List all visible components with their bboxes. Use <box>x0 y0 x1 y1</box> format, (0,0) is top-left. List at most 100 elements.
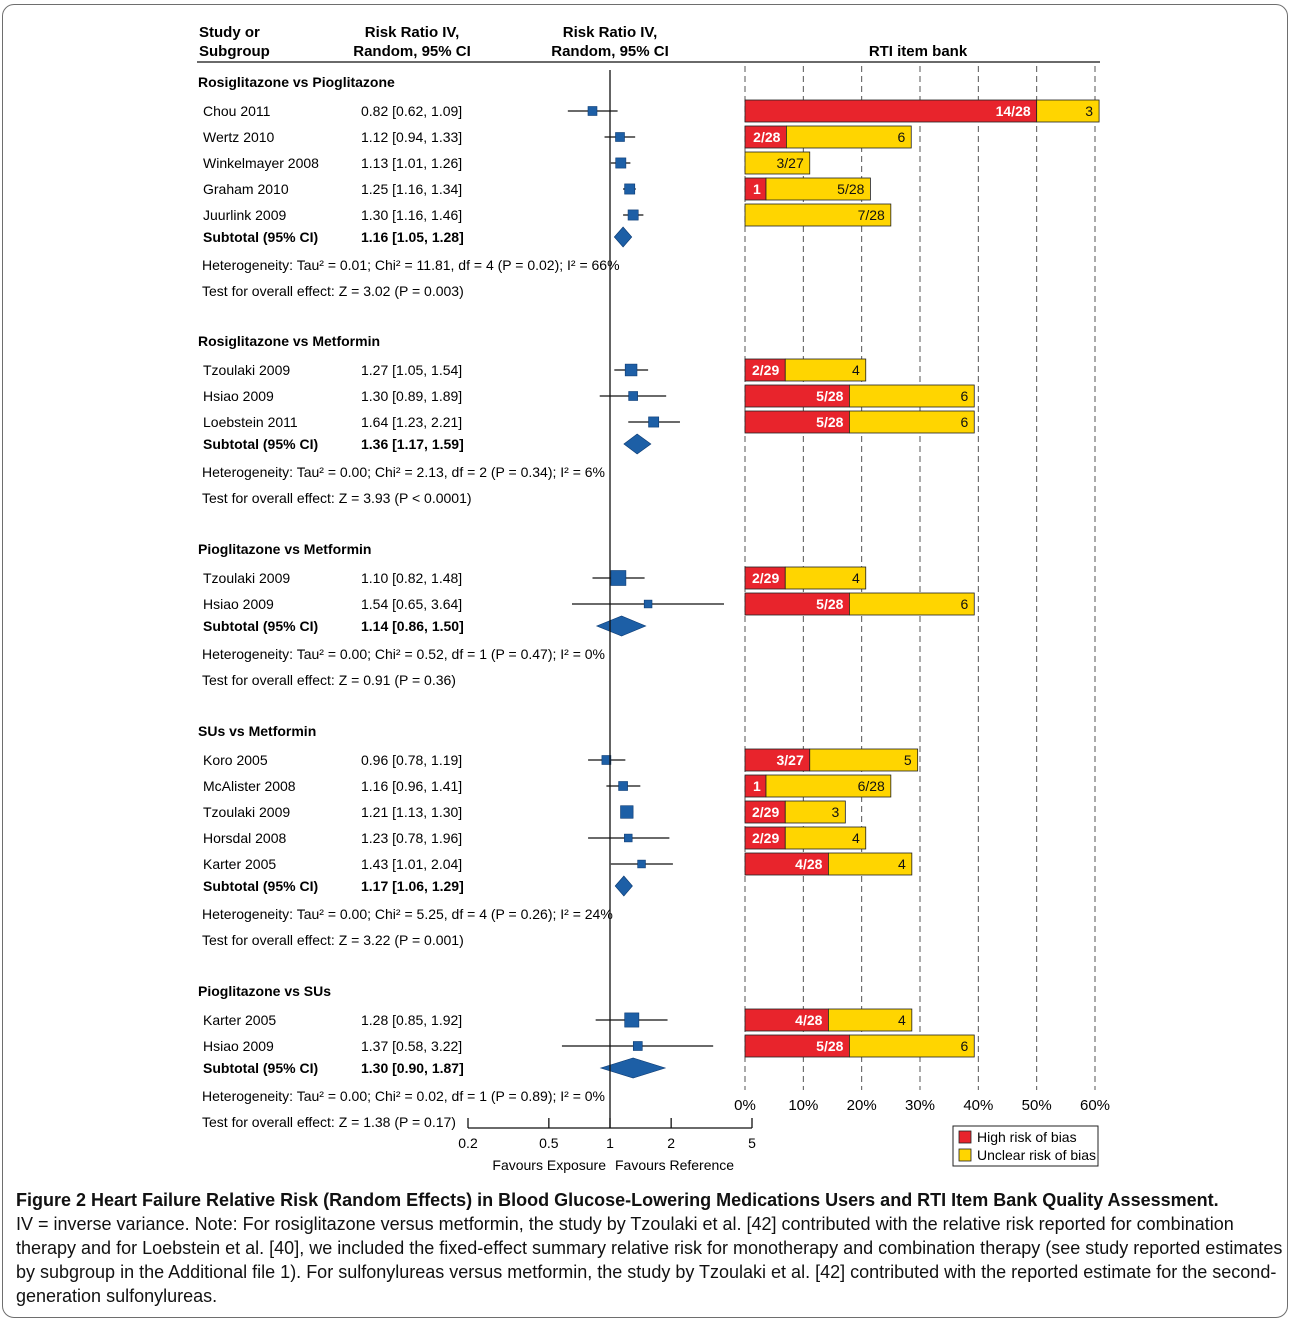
study-rr-ci: 1.10 [0.82, 1.48] <box>361 570 462 586</box>
study-name: Koro 2005 <box>203 752 268 768</box>
study-point-marker <box>624 833 633 843</box>
caption-body: IV = inverse variance. Note: For rosigli… <box>16 1214 1283 1306</box>
plot-col-header-line1: Risk Ratio IV, <box>563 24 657 41</box>
subtotal-diamond <box>613 226 633 248</box>
study-rr-ci: 1.28 [0.85, 1.92] <box>361 1012 462 1028</box>
rti-high-risk-label: 1 <box>753 778 761 794</box>
rti-high-risk-label: 4/28 <box>795 856 822 872</box>
subtotal-label: Subtotal (95% CI) <box>203 618 318 634</box>
rti-unclear-risk-bar <box>765 774 892 798</box>
legend-swatch <box>958 1130 972 1144</box>
study-name: Winkelmayer 2008 <box>203 155 319 171</box>
rti-high-risk-label: 5/28 <box>816 414 843 430</box>
rti-x-tick-label: 0% <box>734 1097 756 1114</box>
group-title: Pioglitazone vs Metformin <box>198 541 371 557</box>
rti-x-tick-label: 20% <box>847 1097 877 1114</box>
rti-unclear-risk-bar <box>828 1008 913 1032</box>
subtotal-label: Subtotal (95% CI) <box>203 436 318 452</box>
overall-effect-text: Test for overall effect: Z = 3.93 (P < 0… <box>202 490 472 506</box>
study-name: Tzoulaki 2009 <box>203 362 290 378</box>
rti-unclear-risk-label: 6 <box>960 1038 968 1054</box>
study-name: Juurlink 2009 <box>203 207 286 223</box>
rti-unclear-risk-label: 4 <box>898 856 906 872</box>
overall-effect-text: Test for overall effect: Z = 3.02 (P = 0… <box>202 283 464 299</box>
study-rr-ci: 0.82 [0.62, 1.09] <box>361 103 462 119</box>
study-rr-ci: 1.64 [1.23, 2.21] <box>361 414 462 430</box>
study-point-marker <box>624 183 636 195</box>
study-name: Tzoulaki 2009 <box>203 804 290 820</box>
rti-x-tick-label: 10% <box>788 1097 818 1114</box>
study-col-header-line2: Subgroup <box>199 43 270 60</box>
rti-unclear-risk-bar <box>786 125 912 149</box>
rti-x-tick-label: 50% <box>1022 1097 1052 1114</box>
rti-unclear-risk-label: 3/27 <box>777 155 804 171</box>
subtotal-label: Subtotal (95% CI) <box>203 229 318 245</box>
study-rr-ci: 1.54 [0.65, 3.64] <box>361 596 462 612</box>
favours-reference-label: Favours Reference <box>615 1157 734 1173</box>
rti-high-risk-label: 5/28 <box>816 1038 843 1054</box>
study-rr-ci: 0.96 [0.78, 1.19] <box>361 752 462 768</box>
forest-rows: Rosiglitazone vs Pioglitazone Chou 2011 0.… <box>198 74 724 1130</box>
forest-x-tick-label: 2 <box>667 1135 675 1151</box>
forest-x-tick-label: 0.5 <box>539 1135 559 1151</box>
study-name: Loebstein 2011 <box>203 414 298 430</box>
rti-unclear-risk-bar <box>744 203 892 227</box>
rti-unclear-risk-bar <box>1036 99 1100 123</box>
rti-high-risk-label: 2/29 <box>752 570 779 586</box>
subtotal-rr-ci: 1.36 [1.17, 1.59] <box>361 436 464 452</box>
study-rr-ci: 1.30 [0.89, 1.89] <box>361 388 462 404</box>
rti-unclear-risk-bar <box>744 151 811 175</box>
rti-unclear-risk-label: 3 <box>1085 103 1093 119</box>
study-point-marker <box>624 1012 640 1028</box>
rti-unclear-risk-label: 3 <box>832 804 840 820</box>
rti-high-risk-label: 2/29 <box>752 362 779 378</box>
heterogeneity-text: Heterogeneity: Tau² = 0.01; Chi² = 11.81… <box>202 257 620 273</box>
rti-high-risk-label: 3/27 <box>777 752 804 768</box>
subtotal-diamond <box>595 615 647 637</box>
subtotal-diamond <box>614 875 633 897</box>
rti-unclear-risk-label: 4 <box>852 362 860 378</box>
rti-title: RTI item bank <box>869 43 968 60</box>
rti-high-risk-label: 4/28 <box>795 1012 822 1028</box>
legend-swatch <box>958 1148 972 1162</box>
group-title: SUs vs Metformin <box>198 723 316 739</box>
rti-unclear-risk-label: 5 <box>904 752 912 768</box>
study-name: Graham 2010 <box>203 181 289 197</box>
figure-frame <box>2 4 1288 1318</box>
overall-effect-text: Test for overall effect: Z = 0.91 (P = 0… <box>202 672 456 688</box>
study-point-marker <box>648 416 660 428</box>
legend-box <box>952 1125 1099 1167</box>
study-point-marker <box>610 570 627 586</box>
study-name: McAlister 2008 <box>203 778 296 794</box>
study-point-marker <box>627 209 639 221</box>
rti-unclear-risk-label: 6 <box>960 388 968 404</box>
subtotal-diamond <box>599 1057 667 1079</box>
rti-unclear-risk-label: 4 <box>898 1012 906 1028</box>
rti-unclear-risk-label: 7/28 <box>858 207 885 223</box>
rti-legend: High risk of bias Unclear risk of bias <box>952 1125 1099 1167</box>
rti-high-risk-label: 1 <box>753 181 761 197</box>
rti-unclear-risk-bar <box>828 852 913 876</box>
column-headers: Study or Subgroup Risk Ratio IV, Random,… <box>199 24 968 60</box>
study-point-marker <box>643 599 653 609</box>
study-point-marker <box>628 391 638 401</box>
rti-bars: 14/28 32/28 63/271 5/287/282/29 45/28 65/28 62… <box>744 99 1100 1058</box>
study-point-marker <box>618 781 628 791</box>
forest-x-tick-label: 1 <box>606 1135 614 1151</box>
rti-unclear-risk-bar <box>784 566 867 590</box>
study-col-header-line1: Study or <box>199 24 260 41</box>
subtotal-rr-ci: 1.30 [0.90, 1.87] <box>361 1060 464 1076</box>
rti-unclear-risk-label: 5/28 <box>837 181 864 197</box>
rti-unclear-risk-bar <box>809 748 919 772</box>
heterogeneity-text: Heterogeneity: Tau² = 0.00; Chi² = 5.25,… <box>202 906 613 922</box>
study-rr-ci: 1.21 [1.13, 1.30] <box>361 804 462 820</box>
study-point-marker <box>615 132 625 142</box>
caption-title: Figure 2 Heart Failure Relative Risk (Ra… <box>16 1190 1219 1210</box>
rti-unclear-risk-label: 6 <box>960 414 968 430</box>
study-name: Hsiao 2009 <box>203 1038 274 1054</box>
study-rr-ci: 1.12 [0.94, 1.33] <box>361 129 462 145</box>
study-name: Wertz 2010 <box>203 129 275 145</box>
overall-effect-text: Test for overall effect: Z = 3.22 (P = 0… <box>202 932 464 948</box>
rti-unclear-risk-bar <box>849 410 975 434</box>
legend-label: High risk of bias <box>977 1129 1077 1145</box>
